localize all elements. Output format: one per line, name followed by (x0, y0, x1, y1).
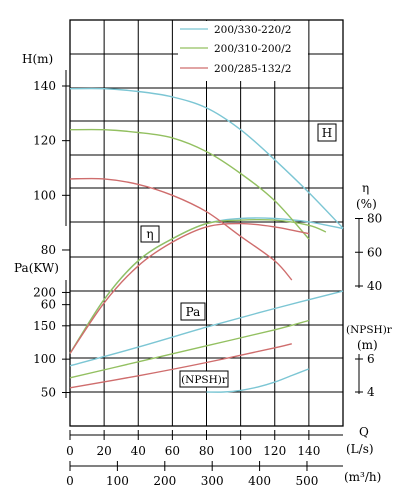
q-axis-symbol: Q (359, 425, 369, 439)
pa-tick-label: 50 (41, 386, 56, 400)
head-curve-3 (69, 177, 293, 281)
q-ls-tick-label: 100 (229, 444, 252, 458)
q-ls-tick-label: 120 (263, 444, 286, 458)
h-axis-label: H(m) (22, 52, 53, 66)
h-tick-label: 80 (41, 243, 56, 257)
efficiency-curve-3 (69, 222, 310, 354)
pa-curve-label: Pa (180, 302, 206, 321)
q-m3h-tick-label: 500 (296, 474, 319, 488)
eta-axis-unit: (%) (356, 197, 377, 211)
pa-tick-label: 150 (33, 319, 56, 333)
svg-text:H: H (322, 126, 332, 140)
npsh-curve-1 (206, 368, 310, 393)
q-m3h-tick-label: 400 (248, 474, 271, 488)
eta-axis-symbol: η (362, 181, 369, 195)
chart-curves (69, 87, 344, 393)
legend: 200/330-220/2 200/310-200/2 200/285-132/… (178, 21, 308, 81)
npsh-curve-label: (NPSH)r (179, 370, 229, 388)
q-m3h-axis-unit: (m³/h) (344, 470, 381, 484)
h-curve-label: H (317, 123, 337, 142)
eta-tick-label: 80 (367, 212, 382, 226)
power-curve-3 (69, 343, 292, 389)
q-m3h-tick-label: 300 (201, 474, 224, 488)
npsh-tick-label: 6 (367, 352, 375, 366)
q-ls-tick-label: 20 (96, 444, 111, 458)
q-ls-tick-label: 80 (199, 444, 214, 458)
eta-curve-label: η (140, 225, 160, 243)
q-ls-tick-label: 40 (131, 444, 146, 458)
pa-tick-label: 100 (33, 352, 56, 366)
h-tick-label: 140 (33, 79, 56, 93)
power-curve-1 (69, 290, 344, 367)
q-ls-axis-unit: (L/s) (346, 442, 374, 456)
head-curve-2 (69, 128, 310, 240)
pa-axis-label: Pa(KW) (14, 261, 59, 275)
npsh-tick-label: 4 (367, 385, 375, 399)
q-m3h-tick-label: 100 (106, 474, 129, 488)
head-curve-1 (69, 87, 344, 229)
svg-text:Pa: Pa (186, 305, 201, 319)
q-ls-tick-label: 140 (297, 444, 320, 458)
npsh-axis-unit: (m) (357, 338, 378, 352)
efficiency-curve-2 (69, 218, 327, 354)
q-m3h-tick-label: 200 (153, 474, 176, 488)
pa-tick-label: 200 (33, 285, 56, 299)
q-ls-tick-label: 60 (165, 444, 180, 458)
h-tick-label: 120 (33, 134, 56, 148)
power-curve-2 (69, 319, 310, 379)
h-tick-label: 100 (33, 188, 56, 202)
q-m3h-tick-label: 0 (66, 474, 74, 488)
legend-entry-2: 200/310-200/2 (214, 43, 291, 55)
legend-entry-3: 200/285-132/2 (214, 63, 291, 75)
chart-grid (69, 19, 344, 427)
npsh-axis-label: (NPSH)r (346, 324, 393, 336)
svg-text:η: η (146, 227, 153, 241)
svg-text:(NPSH)r: (NPSH)r (181, 374, 228, 386)
eta-tick-label: 40 (367, 279, 382, 293)
eta-tick-label: 60 (367, 245, 382, 259)
legend-entry-1: 200/330-220/2 (214, 24, 291, 36)
q-ls-tick-label: 0 (66, 444, 74, 458)
h-tick-label: 60 (41, 298, 56, 312)
